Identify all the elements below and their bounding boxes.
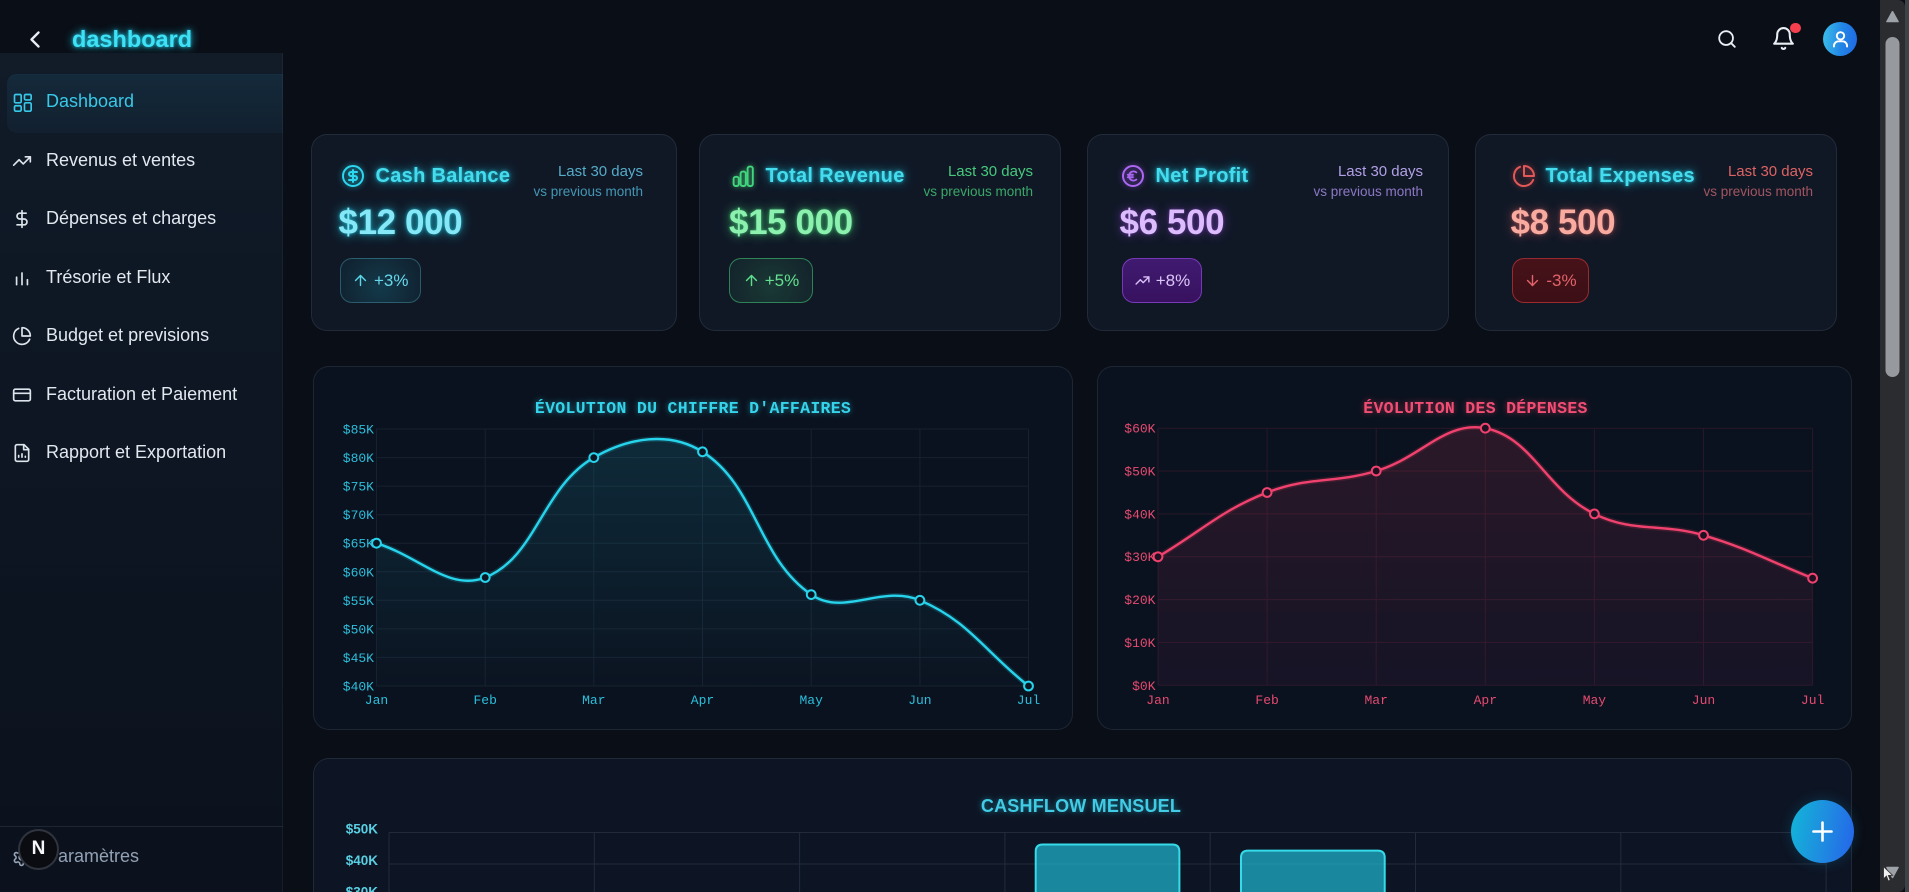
svg-text:May: May — [1582, 693, 1606, 708]
svg-text:Mar: Mar — [1364, 693, 1387, 708]
svg-text:ÉVOLUTION DES DÉPENSES: ÉVOLUTION DES DÉPENSES — [1363, 399, 1587, 418]
svg-text:$80K: $80K — [343, 451, 374, 466]
svg-text:Mar: Mar — [582, 693, 605, 708]
svg-text:$50K: $50K — [346, 822, 379, 837]
svg-text:CASHFLOW MENSUEL: CASHFLOW MENSUEL — [981, 796, 1181, 816]
svg-text:$0K: $0K — [1132, 679, 1156, 694]
svg-text:ÉVOLUTION DU CHIFFRE D'AFFAIRE: ÉVOLUTION DU CHIFFRE D'AFFAIRES — [535, 399, 851, 418]
svg-text:$70K: $70K — [343, 508, 374, 523]
svg-text:$40K: $40K — [1124, 507, 1155, 522]
svg-text:$40K: $40K — [343, 680, 374, 695]
svg-text:$10K: $10K — [1124, 636, 1155, 651]
svg-text:$20K: $20K — [1124, 593, 1155, 608]
svg-text:$75K: $75K — [343, 480, 374, 495]
svg-text:May: May — [799, 693, 823, 708]
svg-text:Jun: Jun — [1691, 693, 1714, 708]
svg-text:ÉVOLUTION DU CHIFFRE D'AFFAIRE: ÉVOLUTION DU CHIFFRE D'AFFAIRES — [535, 399, 851, 418]
svg-text:$60K: $60K — [343, 565, 374, 580]
svg-text:$55K: $55K — [343, 594, 374, 609]
svg-text:$50K: $50K — [343, 622, 374, 637]
svg-text:$65K: $65K — [343, 537, 374, 552]
svg-text:$60K: $60K — [1124, 422, 1155, 437]
svg-text:$40K: $40K — [346, 853, 379, 868]
svg-text:Jul: Jul — [1017, 693, 1041, 708]
svg-text:$30K: $30K — [346, 885, 379, 892]
svg-text:Jan: Jan — [1146, 693, 1169, 708]
svg-text:Feb: Feb — [473, 693, 496, 708]
svg-text:$50K: $50K — [1124, 465, 1155, 480]
svg-text:Apr: Apr — [691, 693, 714, 708]
svg-text:$45K: $45K — [343, 651, 374, 666]
svg-text:CASHFLOW MENSUEL: CASHFLOW MENSUEL — [981, 796, 1181, 816]
svg-text:ÉVOLUTION DES DÉPENSES: ÉVOLUTION DES DÉPENSES — [1363, 399, 1587, 418]
svg-text:$85K: $85K — [343, 423, 374, 438]
svg-text:$30K: $30K — [1124, 550, 1155, 565]
svg-text:Jul: Jul — [1800, 693, 1824, 708]
svg-text:Jun: Jun — [908, 693, 931, 708]
svg-text:Jan: Jan — [365, 693, 388, 708]
svg-text:Apr: Apr — [1473, 693, 1496, 708]
svg-text:Feb: Feb — [1255, 693, 1278, 708]
